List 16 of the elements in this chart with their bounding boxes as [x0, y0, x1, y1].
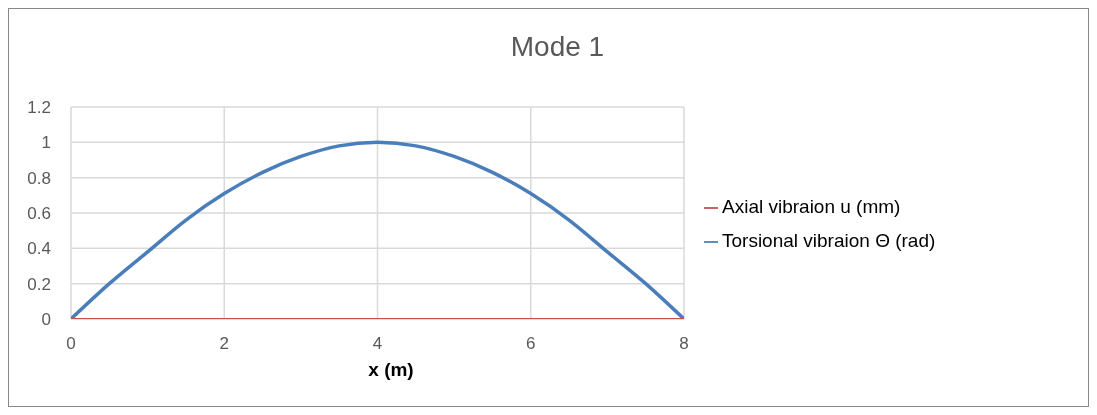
y-tick-label: 0.6	[27, 204, 51, 224]
x-tick-label: 6	[526, 334, 536, 354]
x-tick-label: 0	[66, 334, 76, 354]
y-tick-label: 1.2	[27, 98, 51, 118]
y-tick-label: 0.8	[27, 168, 51, 188]
x-tick-label: 2	[219, 334, 229, 354]
y-tick-label: 0.2	[27, 274, 51, 294]
x-axis-title: x (m)	[367, 359, 415, 381]
y-tick-label: 1	[41, 133, 51, 153]
legend-label: Axial vibraion u (mm)	[722, 196, 901, 217]
chart-title: Mode 1	[510, 31, 605, 62]
y-tick-label: 0.4	[27, 239, 51, 259]
x-tick-label: 8	[679, 334, 689, 354]
y-tick-label: 0	[41, 310, 51, 330]
legend-label: Torsional vibraion Θ (rad)	[722, 230, 936, 251]
x-tick-label: 4	[372, 334, 383, 354]
